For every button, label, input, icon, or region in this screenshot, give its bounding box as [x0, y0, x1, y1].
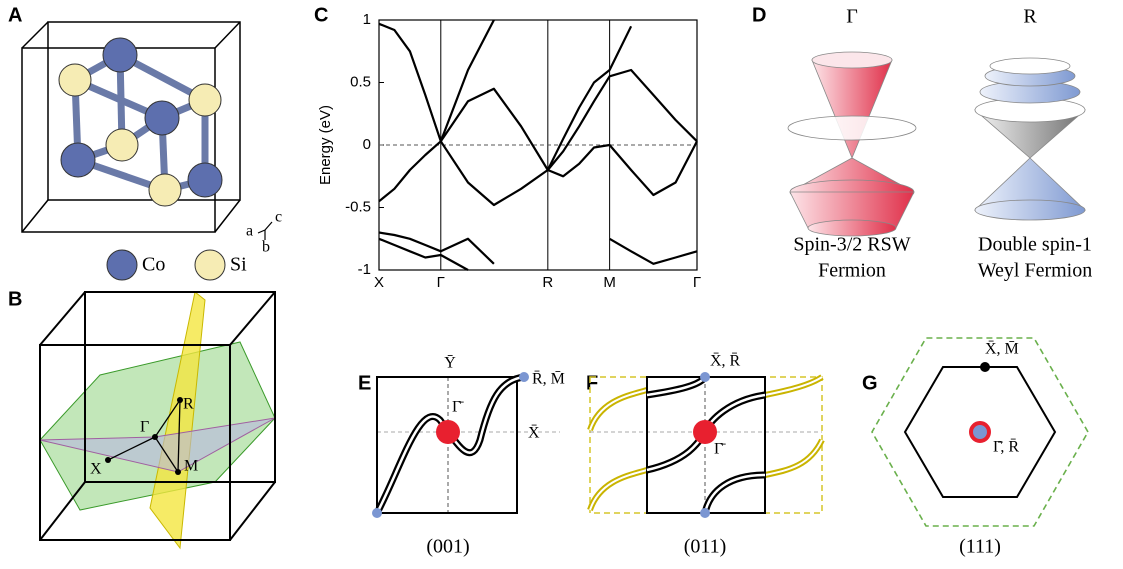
bz-path	[107, 399, 181, 473]
point-label: R	[1023, 6, 1037, 28]
panel-label: E	[358, 372, 371, 394]
point-label: Γ	[140, 419, 149, 436]
panel-d: D Γ R Spin-3/2 RSW Fermion Double spin-1…	[752, 4, 1092, 281]
surface-bz	[903, 366, 1057, 498]
legend-label: Co	[142, 254, 165, 276]
x-tick-label: Γ	[693, 274, 701, 291]
panel-g: G X̄, M̄ Γ̄, R̄ (111)	[862, 337, 1089, 558]
y-axis-label: Energy (eV)	[317, 105, 334, 185]
bz-cube	[39, 291, 276, 541]
surface-label: (111)	[959, 536, 1001, 558]
cone-r	[973, 57, 1087, 221]
band	[378, 237, 698, 271]
x-tick-label: Γ	[437, 274, 445, 291]
projection	[700, 372, 710, 382]
point-label: Γ̄	[452, 399, 464, 416]
axis-label: a	[246, 223, 253, 240]
projection	[372, 508, 382, 518]
panel-e: E Ȳ R̄, M̄ Γ̄ X̄ (001)	[358, 355, 565, 558]
caption: Weyl Fermion	[978, 260, 1092, 282]
panel-c: C Energy (eV) 1 0.5 0 -0.5 -1X Γ R M Γ	[314, 4, 701, 291]
projection	[700, 508, 710, 518]
point-label: M	[184, 458, 198, 475]
surface-bz	[376, 376, 518, 514]
x-tick-label: X	[374, 274, 384, 291]
band	[378, 22, 698, 172]
atoms	[58, 37, 223, 207]
surface-state-ext	[589, 376, 823, 511]
point-label: X̄	[528, 425, 540, 442]
point-label: R	[183, 396, 194, 413]
projection	[519, 372, 529, 382]
band	[378, 140, 698, 207]
plot-frame	[378, 19, 698, 271]
band	[439, 19, 495, 142]
panel-label: G	[862, 372, 878, 394]
surface-state	[373, 373, 525, 515]
extended-bz	[871, 337, 1089, 527]
panel-label: A	[8, 4, 22, 26]
point-label: X	[90, 461, 102, 478]
bonds	[71, 51, 209, 194]
projection	[969, 421, 991, 443]
surface-state	[375, 375, 525, 514]
point-label: R̄, M̄	[532, 371, 565, 388]
caption: Double spin-1	[978, 234, 1092, 256]
panel-label: C	[314, 4, 328, 26]
panel-label: F	[586, 372, 598, 394]
y-tick-label: 0.5	[350, 73, 371, 90]
x-tick-label: R	[542, 274, 553, 291]
axis-label: b	[262, 239, 270, 256]
projection	[693, 420, 717, 444]
point-label: X̄, M̄	[985, 341, 1019, 358]
point-label: Ȳ	[444, 355, 456, 372]
panel-label: B	[8, 288, 22, 310]
panel-label: D	[752, 4, 766, 26]
x-tick-label: M	[603, 274, 616, 291]
axes-glyph	[257, 221, 273, 240]
y-tick-label: -1	[358, 261, 371, 278]
surface-label: (001)	[426, 536, 469, 558]
legend-label: Si	[230, 254, 247, 276]
point-label: Γ	[846, 6, 858, 28]
y-tick-label: -0.5	[345, 198, 371, 215]
band	[546, 25, 633, 171]
y-tick-label: 1	[363, 11, 371, 28]
projection	[436, 420, 460, 444]
legend-swatch	[106, 249, 138, 281]
projection	[980, 362, 990, 372]
panel-b: B R Γ X M	[8, 288, 276, 550]
surface-state	[646, 374, 766, 514]
point-label: Γ̄	[714, 441, 726, 458]
point-label: Γ̄, R̄	[993, 439, 1019, 456]
panel-f: F X̄, R̄ Γ̄ (011)	[586, 353, 825, 558]
y-tick-label: 0	[363, 136, 371, 153]
axis-label: c	[275, 209, 282, 226]
point-label: X̄, R̄	[710, 353, 741, 370]
caption: Fermion	[818, 260, 886, 282]
band	[378, 231, 495, 265]
cone-gamma	[787, 51, 917, 237]
surface-label: (011)	[684, 536, 727, 558]
bz-points	[105, 397, 183, 475]
legend-swatch	[194, 249, 226, 281]
panel-a: A Co Si a b c	[8, 4, 282, 281]
caption: Spin-3/2 RSW	[793, 234, 910, 256]
